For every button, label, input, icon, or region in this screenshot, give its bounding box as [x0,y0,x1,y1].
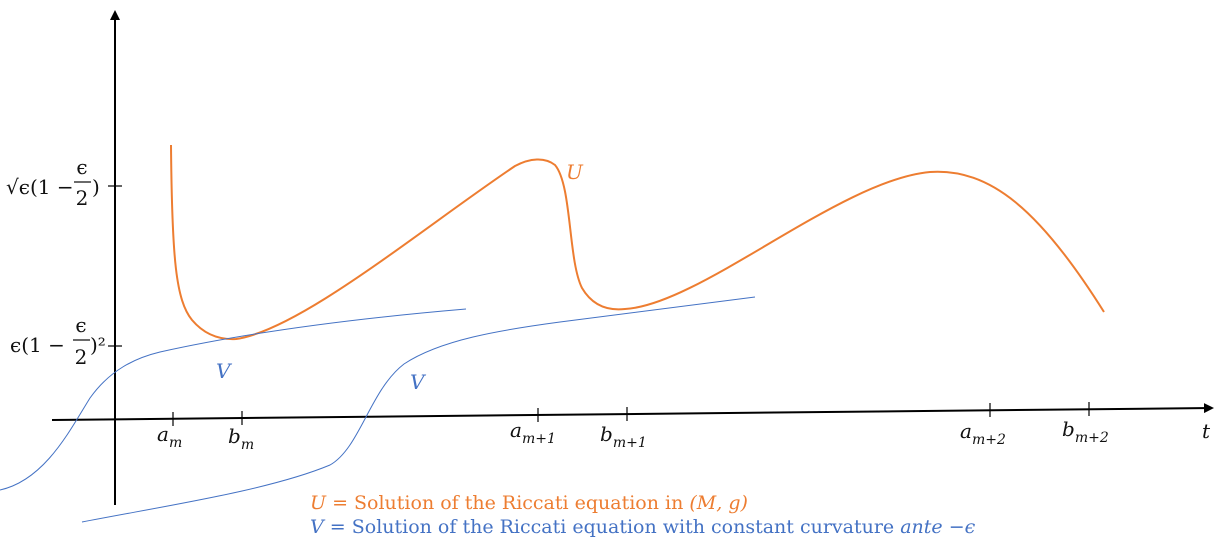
x-tick-label-bm2: bm+2 [1062,417,1109,446]
y-label-lower-num: ϵ [75,313,86,337]
legend-v: V = Solution of the Riccati equation wit… [310,516,976,538]
legend-u: U = Solution of the Riccati equation in … [310,492,748,514]
x-tick-label-am: am [157,422,182,451]
x-tick-labels: am bm am+1 bm+1 am+2 bm+2 t [157,417,1211,453]
u-curve-label: U [566,160,584,184]
y-label-lower-den: 2 [75,345,88,369]
y-label-lower-post: )² [90,333,106,357]
legend: U = Solution of the Riccati equation in … [310,492,976,538]
x-tick-label-bm: bm [228,424,254,453]
y-label-upper-post: ) [92,175,100,199]
v-curve-label-1: V [216,359,233,383]
x-tick-label-am2: am+2 [960,419,1006,448]
x-tick-label-bm1: bm+1 [600,422,647,451]
y-label-upper-pre: √ϵ(1 − [6,175,74,199]
v-curve-1 [0,308,467,491]
x-axis-label: t [1202,419,1211,443]
y-label-upper-den: 2 [76,186,89,210]
v-curve-2 [81,296,756,523]
y-tick-label-lower: ϵ(1 − ϵ 2 )² [10,313,106,369]
x-tick-label-am1: am+1 [510,418,556,447]
x-ticks [172,402,1090,426]
y-label-upper-num: ϵ [76,155,87,179]
u-curve [170,144,1105,341]
x-axis [51,403,1214,421]
y-tick-label-upper: √ϵ(1 − ϵ 2 ) [6,155,100,210]
v-curve-label-2: V [410,370,427,394]
y-label-lower-pre: ϵ(1 − [10,333,65,357]
